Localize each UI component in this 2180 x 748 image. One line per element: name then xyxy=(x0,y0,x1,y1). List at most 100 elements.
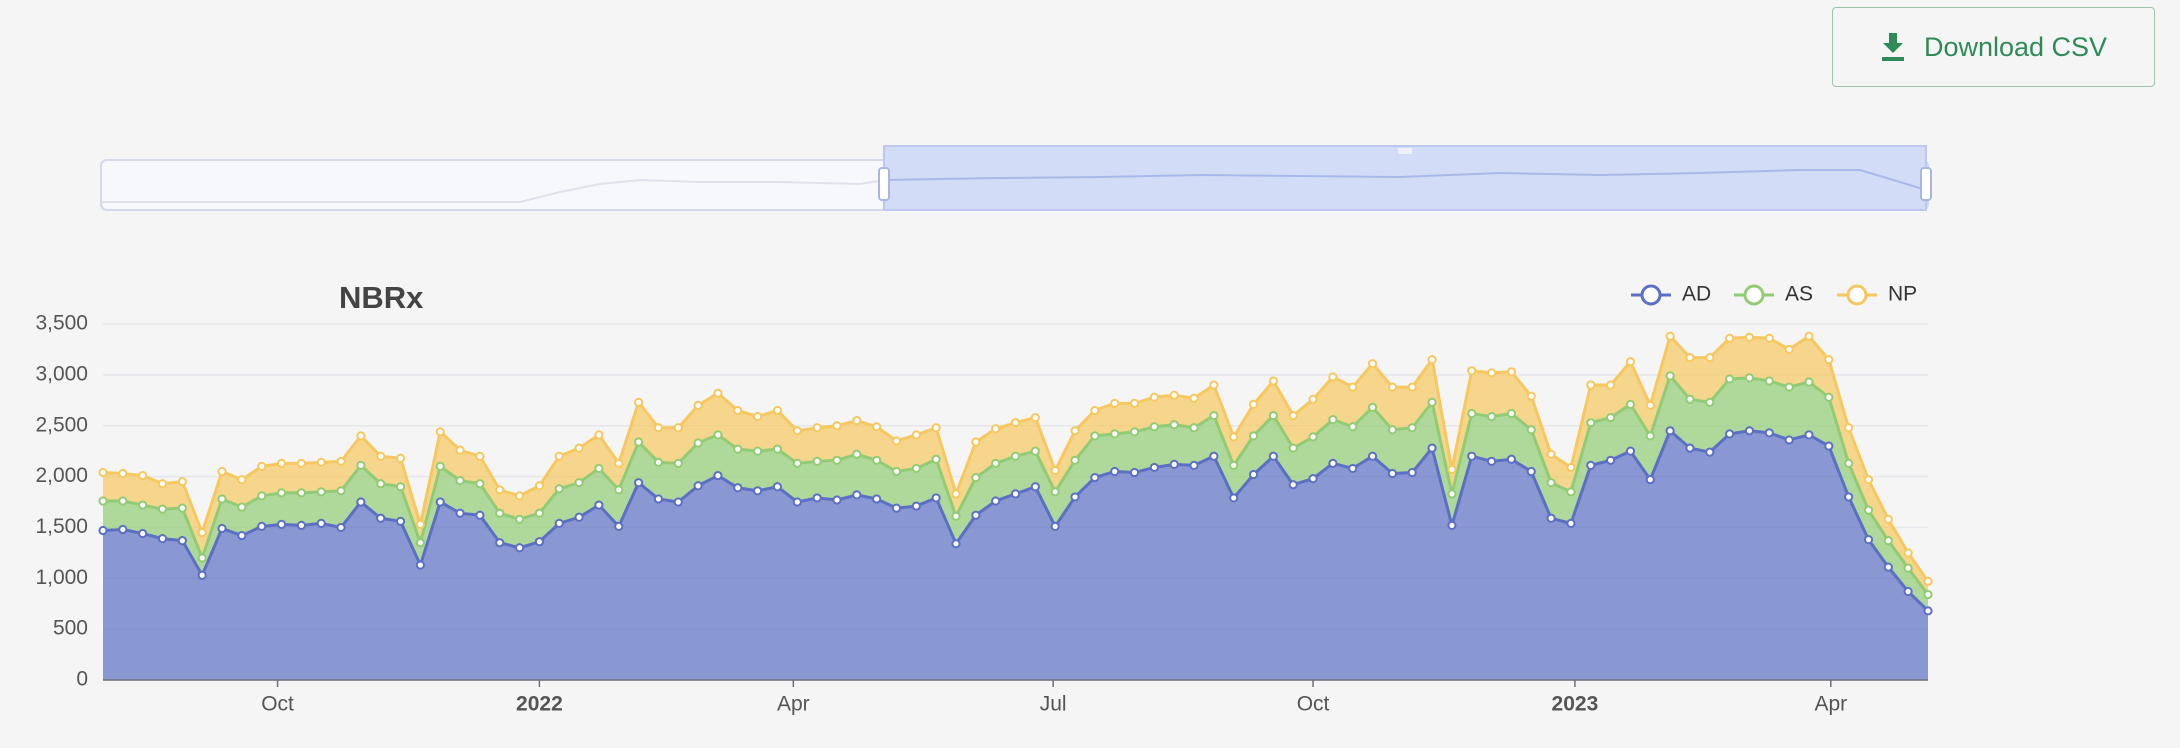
data-point xyxy=(911,463,921,474)
data-point xyxy=(1606,455,1616,465)
data-point xyxy=(1149,462,1159,473)
data-point xyxy=(1486,456,1497,466)
data-point xyxy=(991,458,1001,468)
data-point xyxy=(792,497,802,507)
data-point xyxy=(1844,458,1854,468)
data-point xyxy=(514,543,525,553)
data-point xyxy=(495,538,505,548)
data-point xyxy=(1804,331,1814,341)
data-point xyxy=(1764,333,1774,343)
data-point xyxy=(1725,429,1735,439)
data-point xyxy=(475,479,485,489)
data-point xyxy=(376,513,386,523)
data-point xyxy=(1506,454,1517,464)
data-point xyxy=(217,466,227,477)
data-point xyxy=(395,516,406,526)
data-point xyxy=(1129,398,1140,408)
data-point xyxy=(534,481,545,491)
data-point xyxy=(138,500,148,510)
data-point xyxy=(1546,449,1556,459)
data-point xyxy=(1784,344,1794,355)
y-tick-label: 2,500 xyxy=(35,413,88,436)
data-point xyxy=(1883,536,1893,546)
navigator xyxy=(100,145,1932,211)
data-point xyxy=(872,455,882,465)
y-tick-label: 500 xyxy=(53,617,88,640)
data-point xyxy=(1149,422,1159,432)
data-point xyxy=(1248,431,1259,441)
data-point xyxy=(812,493,822,503)
data-point xyxy=(1863,475,1874,485)
data-point xyxy=(1288,443,1298,453)
data-point xyxy=(1705,352,1715,363)
data-point xyxy=(157,479,168,489)
data-point xyxy=(1586,418,1596,428)
legend-label: AD xyxy=(1682,283,1711,306)
data-point xyxy=(495,485,505,495)
navigator-grip[interactable] xyxy=(1398,148,1412,154)
data-point xyxy=(1526,425,1536,435)
data-point xyxy=(336,522,346,533)
data-point xyxy=(812,456,822,466)
data-point xyxy=(1110,398,1120,408)
navigator-handle-left[interactable] xyxy=(878,167,890,201)
data-point xyxy=(118,496,128,506)
data-point xyxy=(1784,382,1794,392)
data-point xyxy=(991,496,1001,506)
data-point xyxy=(633,478,644,488)
data-point xyxy=(1367,359,1378,369)
data-point xyxy=(98,525,108,536)
data-point xyxy=(772,482,783,492)
data-point xyxy=(1110,429,1120,439)
data-point xyxy=(534,537,545,547)
y-tick-label: 3,500 xyxy=(35,312,88,335)
data-point xyxy=(395,482,406,492)
data-point xyxy=(1804,430,1814,440)
data-point xyxy=(1050,521,1060,532)
data-point xyxy=(1665,331,1675,341)
data-point xyxy=(1923,606,1933,616)
data-point xyxy=(276,519,287,529)
data-point xyxy=(118,468,128,479)
x-tick-label: Apr xyxy=(777,693,810,716)
navigator-preview xyxy=(101,178,885,203)
data-point xyxy=(257,461,267,471)
data-point xyxy=(1903,563,1913,573)
data-point xyxy=(633,397,644,407)
data-point xyxy=(1129,467,1140,478)
data-point xyxy=(1903,586,1913,597)
data-point xyxy=(673,423,683,433)
data-point xyxy=(296,520,306,530)
data-point xyxy=(197,570,207,580)
data-point xyxy=(1526,391,1536,401)
data-point xyxy=(1030,412,1040,423)
data-point xyxy=(514,491,525,501)
data-point xyxy=(1665,371,1675,381)
data-point xyxy=(614,485,624,495)
data-point xyxy=(534,508,545,518)
data-point xyxy=(217,494,227,504)
data-point xyxy=(296,488,306,498)
data-point xyxy=(336,456,346,466)
data-point xyxy=(1268,410,1278,421)
data-point xyxy=(1149,392,1159,402)
data-point xyxy=(316,487,326,497)
data-point xyxy=(1625,357,1636,367)
data-point xyxy=(832,421,842,431)
data-point xyxy=(971,437,981,447)
data-point xyxy=(1010,418,1021,428)
data-point xyxy=(1784,435,1794,445)
data-point xyxy=(514,514,525,524)
x-tick-label: Oct xyxy=(1297,693,1330,716)
download-button[interactable]: Download CSV xyxy=(1832,7,2155,87)
data-point xyxy=(138,528,148,539)
data-point xyxy=(653,457,664,467)
data-point xyxy=(1268,376,1278,386)
data-point xyxy=(1566,518,1576,528)
navigator-handle-right[interactable] xyxy=(1920,167,1932,201)
data-point xyxy=(1606,380,1616,390)
data-point xyxy=(594,430,604,440)
data-point xyxy=(1308,432,1318,442)
data-point xyxy=(733,444,743,454)
data-point xyxy=(1467,366,1477,376)
